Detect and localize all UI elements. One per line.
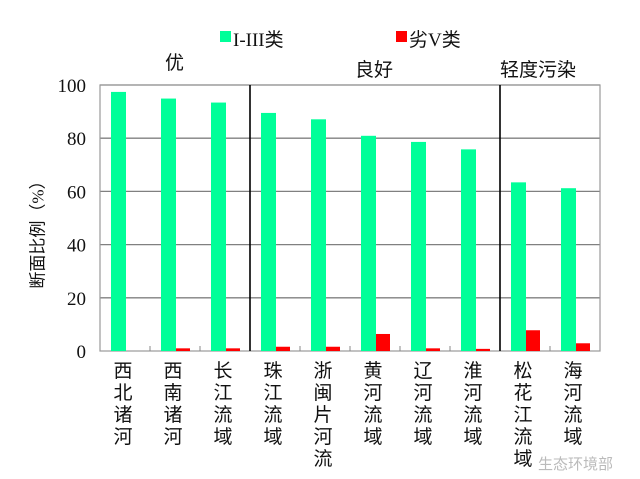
bar-worst-v-1: [176, 348, 190, 351]
y-tick-label: 80: [67, 129, 86, 150]
group-label: 轻度污染: [500, 60, 577, 81]
x-tick-label: 海河流域: [563, 361, 583, 448]
bar-worst-v-2: [226, 348, 240, 351]
bar-worst-v-9: [576, 343, 590, 351]
bar-worst-v-3: [276, 346, 290, 351]
x-tick-label: 西南诸河: [163, 361, 183, 448]
x-tick-label: 珠江流域: [263, 361, 283, 448]
y-tick-label: 100: [58, 76, 87, 97]
y-tick-label: 40: [67, 236, 86, 257]
bar-i-iii-5: [361, 135, 376, 351]
legend-label: 劣V类: [409, 30, 461, 51]
legend-label: I-III类: [233, 30, 284, 51]
x-tick-label: 松花江流域: [513, 361, 533, 470]
group-label: 良好: [355, 60, 394, 81]
bar-i-iii-8: [511, 182, 526, 351]
bar-i-iii-2: [211, 102, 226, 351]
x-tick-label: 长江流域: [213, 361, 233, 448]
bar-i-iii-1: [161, 98, 176, 351]
x-tick-label: 西北诸河: [113, 361, 133, 448]
x-tick-label: 淮河流域: [463, 361, 483, 448]
legend-swatch: [396, 31, 407, 42]
y-tick-label: 60: [67, 182, 86, 203]
group-label: 优: [165, 53, 185, 74]
watermark: 生态环境部: [538, 455, 614, 473]
bar-i-iii-0: [111, 91, 126, 351]
bar-worst-v-7: [476, 348, 490, 351]
bar-worst-v-4: [326, 346, 340, 351]
x-tick-label: 黄河流域: [363, 361, 383, 448]
x-tick-label: 辽河流域: [413, 361, 433, 448]
legend-swatch: [220, 31, 231, 42]
bar-i-iii-4: [311, 119, 326, 352]
bar-i-iii-7: [461, 149, 476, 351]
bar-i-iii-3: [261, 112, 276, 352]
bar-worst-v-6: [426, 348, 440, 351]
y-axis-label: 断面比例（%）: [28, 172, 48, 289]
y-tick-label: 20: [67, 289, 86, 310]
bar-i-iii-6: [411, 141, 426, 351]
bar-i-iii-9: [561, 188, 576, 351]
y-tick-label: 0: [77, 342, 87, 363]
bar-worst-v-5: [376, 333, 390, 351]
bar-worst-v-8: [526, 330, 540, 351]
x-tick-label: 浙闽片河流: [313, 361, 333, 470]
